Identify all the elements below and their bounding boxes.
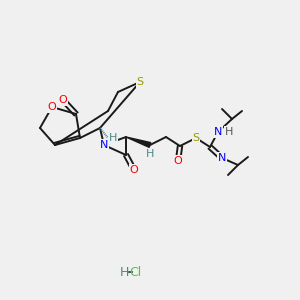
Text: N: N	[100, 140, 108, 150]
Text: H: H	[119, 266, 129, 278]
Text: H: H	[146, 149, 154, 159]
Text: O: O	[48, 102, 56, 112]
Text: O: O	[58, 95, 68, 105]
Text: S: S	[136, 77, 144, 87]
Text: N: N	[214, 127, 222, 137]
Text: H: H	[225, 127, 233, 137]
Text: N: N	[218, 153, 226, 163]
Text: O: O	[174, 156, 182, 166]
Text: S: S	[192, 133, 200, 143]
Text: H: H	[109, 133, 117, 143]
Polygon shape	[126, 137, 151, 147]
Text: Cl: Cl	[129, 266, 141, 278]
Text: O: O	[130, 165, 138, 175]
